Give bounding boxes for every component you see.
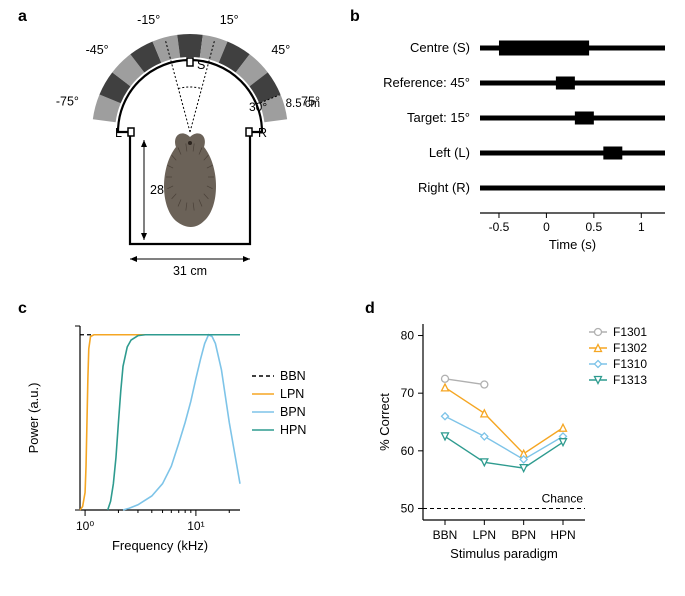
svg-text:F1301: F1301: [613, 325, 647, 339]
svg-text:Power (a.u.): Power (a.u.): [26, 383, 41, 454]
svg-text:-15°: -15°: [137, 13, 160, 27]
svg-text:F1302: F1302: [613, 341, 647, 355]
svg-text:15°: 15°: [220, 13, 239, 27]
svg-text:1: 1: [638, 220, 645, 234]
panel-b-label: b: [350, 8, 360, 26]
svg-text:60: 60: [401, 444, 415, 458]
svg-text:70: 70: [401, 386, 415, 400]
panel-d-chart: 50 60 70 80 BBN LPN BPN HPN Stimulus paradigm % C…: [375, 310, 675, 590]
svg-text:BBN: BBN: [280, 369, 306, 383]
svg-text:80: 80: [401, 329, 415, 343]
svg-text:10⁰: 10⁰: [76, 519, 94, 533]
panel-a-diagram: -75°-45°-15°15°45°75°8.5 cm30°LRS31 cm28…: [20, 12, 340, 292]
panel-d-label: d: [365, 300, 375, 318]
svg-text:0: 0: [543, 220, 550, 234]
svg-text:Chance: Chance: [542, 491, 584, 505]
svg-text:S: S: [197, 58, 205, 72]
svg-text:30°: 30°: [249, 100, 267, 114]
svg-text:L: L: [115, 126, 122, 140]
svg-text:HPN: HPN: [550, 528, 575, 542]
svg-text:0.5: 0.5: [586, 220, 603, 234]
svg-text:BPN: BPN: [280, 405, 306, 419]
svg-text:Left (L): Left (L): [429, 145, 470, 160]
svg-text:10¹: 10¹: [187, 519, 204, 533]
svg-text:50: 50: [401, 501, 415, 515]
svg-text:Target: 15°: Target: 15°: [407, 110, 470, 125]
svg-text:HPN: HPN: [280, 423, 306, 437]
svg-text:% Correct: % Correct: [377, 393, 392, 451]
svg-text:LPN: LPN: [280, 387, 304, 401]
svg-text:Reference: 45°: Reference: 45°: [383, 75, 470, 90]
svg-text:-45°: -45°: [86, 43, 109, 57]
svg-text:LPN: LPN: [473, 528, 496, 542]
svg-text:-0.5: -0.5: [489, 220, 510, 234]
svg-text:Stimulus paradigm: Stimulus paradigm: [450, 546, 558, 561]
svg-text:45°: 45°: [271, 43, 290, 57]
svg-text:F1313: F1313: [613, 373, 647, 387]
svg-text:BBN: BBN: [433, 528, 458, 542]
svg-text:Frequency (kHz): Frequency (kHz): [112, 538, 208, 553]
panel-b-timeline: Centre (S) Reference: 45° Target: 15° Left …: [360, 12, 680, 292]
svg-text:8.5 cm: 8.5 cm: [286, 98, 321, 110]
panel-c-chart: 10⁰ 10¹ Frequency (kHz) Power (a.u.) BBN LPN B…: [20, 310, 350, 590]
svg-text:31 cm: 31 cm: [173, 264, 207, 278]
svg-text:Centre (S): Centre (S): [410, 40, 470, 55]
svg-text:BPN: BPN: [511, 528, 536, 542]
svg-text:Right (R): Right (R): [418, 180, 470, 195]
svg-text:Time (s): Time (s): [549, 237, 596, 252]
svg-text:-75°: -75°: [56, 95, 79, 109]
svg-text:F1310: F1310: [613, 357, 647, 371]
svg-text:R: R: [258, 126, 267, 140]
